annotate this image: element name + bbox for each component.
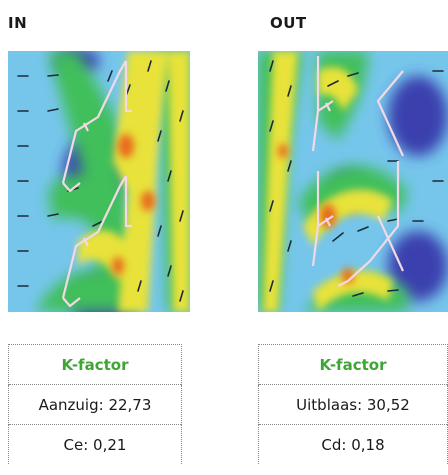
cd-value: Cd: 0,18: [258, 424, 448, 464]
k-factor-header: K-factor: [258, 344, 448, 385]
ce-value: Ce: 0,21: [8, 424, 182, 464]
uitblaas-value: Uitblaas: 30,52: [258, 384, 448, 425]
k-factor-table-out: K-factor Uitblaas: 30,52 Cd: 0,18: [258, 344, 448, 464]
panel-title-out: OUT: [270, 14, 307, 32]
k-factor-header: K-factor: [8, 344, 182, 385]
flow-simulation-in-image: [8, 51, 190, 312]
flow-simulation-out-image: [258, 51, 448, 312]
k-factor-table-in: K-factor Aanzuig: 22,73 Ce: 0,21: [8, 344, 182, 464]
aanzuig-value: Aanzuig: 22,73: [8, 384, 182, 425]
panel-title-in: IN: [8, 14, 28, 32]
